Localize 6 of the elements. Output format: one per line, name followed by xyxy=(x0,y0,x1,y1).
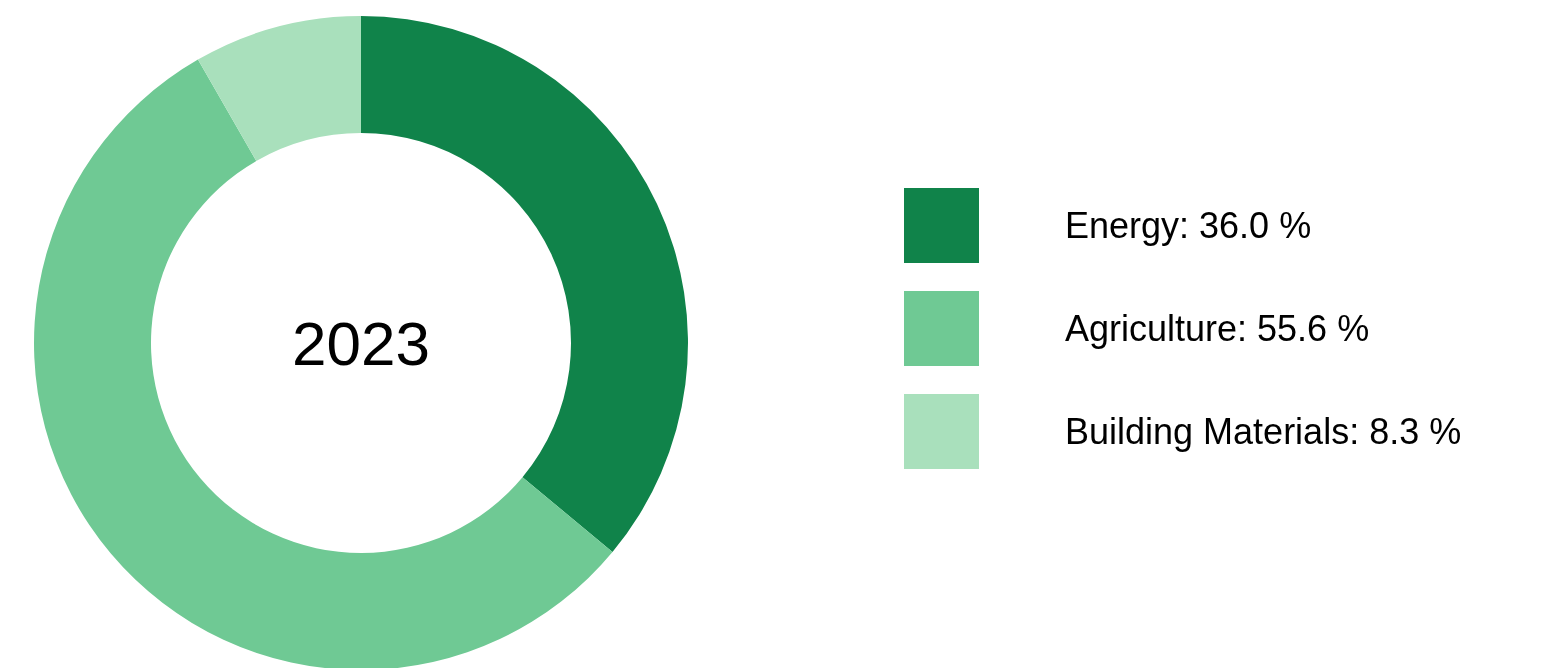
legend-label: Agriculture: 55.6 % xyxy=(1065,307,1370,349)
legend-label: Building Materials: 8.3 % xyxy=(1065,410,1462,452)
text: 2023 xyxy=(292,308,430,378)
legend-label: Energy: 36.0 % xyxy=(1065,204,1312,246)
donut-slice xyxy=(34,59,613,668)
donut-slice xyxy=(197,16,361,161)
